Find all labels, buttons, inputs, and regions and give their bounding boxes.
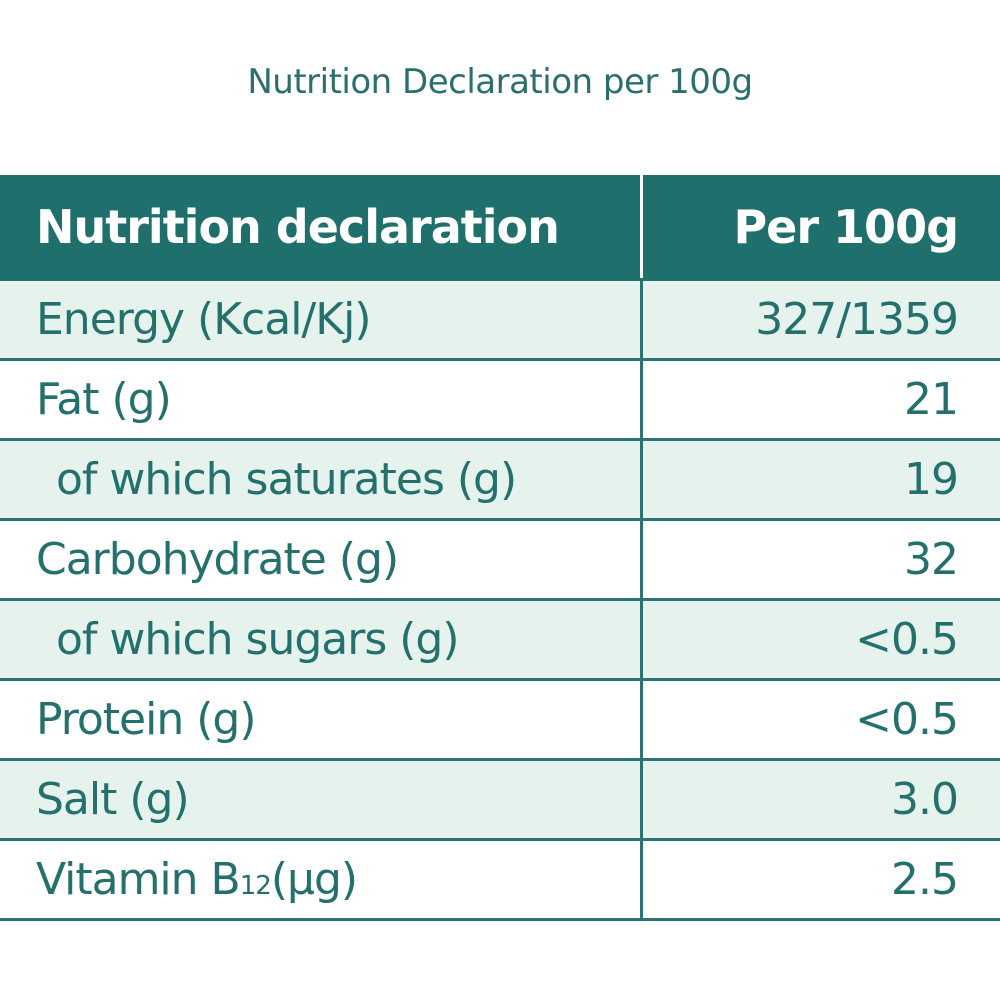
table-row: Salt (g) 3.0 — [0, 761, 1000, 841]
row-name: Energy (Kcal/Kj) — [36, 294, 372, 345]
row-value: 19 — [640, 441, 1000, 518]
row-name: Vitamin B 12 (µg) — [0, 841, 640, 918]
table-caption: Nutrition Declaration per 100g — [247, 62, 753, 102]
table-row: of which sugars (g) <0.5 — [0, 601, 1000, 681]
row-name: Fat (g) — [36, 374, 172, 425]
row-value: <0.5 — [640, 601, 1000, 678]
table-row: Protein (g) <0.5 — [0, 681, 1000, 761]
row-value: 32 — [640, 521, 1000, 598]
row-value: 3.0 — [640, 761, 1000, 838]
table-row: of which saturates (g) 19 — [0, 441, 1000, 521]
row-value: 21 — [640, 361, 1000, 438]
row-name: Salt (g) — [36, 774, 190, 825]
table-row: Fat (g) 21 — [0, 361, 1000, 441]
row-value: 2.5 — [640, 841, 1000, 918]
table-row: Energy (Kcal/Kj) 327/1359 — [0, 281, 1000, 361]
row-value: 327/1359 — [640, 281, 1000, 358]
row-name-subscript: 12 — [239, 870, 272, 901]
row-name: of which sugars (g) — [56, 614, 460, 665]
row-name: of which saturates (g) — [56, 454, 517, 505]
table-row: Carbohydrate (g) 32 — [0, 521, 1000, 601]
row-name-unit: (µg) — [270, 854, 358, 905]
table-header-row: Nutrition declaration Per 100g — [0, 175, 1000, 281]
header-name: Nutrition declaration — [36, 199, 560, 254]
table-row: Vitamin B 12 (µg) 2.5 — [0, 841, 1000, 921]
row-name: Protein (g) — [36, 694, 256, 745]
row-name: Carbohydrate (g) — [36, 534, 399, 585]
header-value: Per 100g — [640, 175, 1000, 278]
row-name-main: Vitamin B — [36, 854, 241, 905]
nutrition-table: Nutrition declaration Per 100g Energy (K… — [0, 175, 1000, 921]
row-value: <0.5 — [640, 681, 1000, 758]
